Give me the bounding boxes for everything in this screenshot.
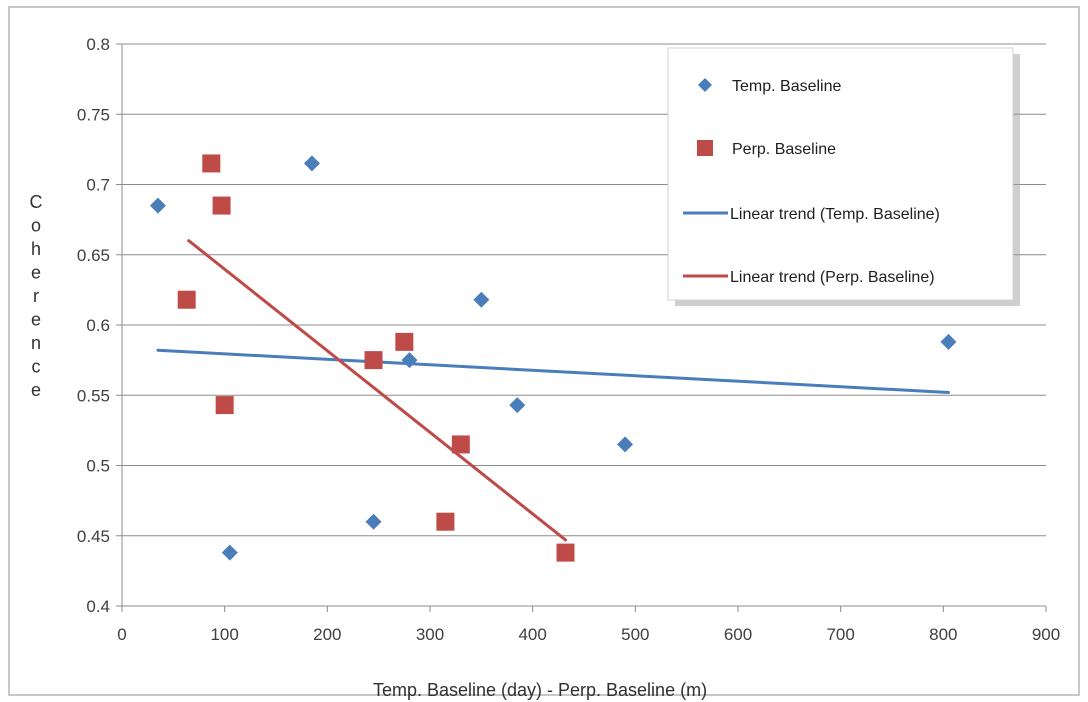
perp-baseline-point	[177, 290, 196, 309]
legend: Temp. Baseline Perp. Baseline Linear trend…	[667, 47, 1020, 306]
x-tick-label: 400	[518, 625, 546, 644]
x-tick-label: 200	[313, 625, 341, 644]
legend-marker-square	[697, 140, 713, 156]
perp-baseline-point	[212, 196, 231, 215]
perp-baseline-point	[364, 351, 383, 370]
data-points	[149, 154, 957, 562]
trend-line	[156, 348, 950, 394]
x-tick-label: 900	[1032, 625, 1060, 644]
perp-baseline-point	[436, 512, 455, 531]
perp-baseline-point	[215, 396, 234, 415]
temp-baseline-point	[617, 436, 634, 453]
trend-line	[187, 239, 568, 542]
y-axis-title-letter: h	[31, 239, 41, 259]
legend-label: Temp. Baseline	[732, 78, 841, 95]
perp-baseline-point	[556, 543, 575, 562]
legend-box	[667, 47, 1014, 301]
temp-baseline-point	[473, 291, 490, 308]
legend-label: Perp. Baseline	[732, 141, 836, 158]
y-axis-title-letter: e	[31, 380, 41, 400]
legend-label: Linear trend (Perp. Baseline)	[730, 269, 935, 286]
temp-baseline-point	[940, 333, 957, 350]
x-tick-label: 300	[416, 625, 444, 644]
y-axis-title-letter: n	[31, 333, 41, 353]
y-tick-label: 0.8	[86, 35, 110, 54]
y-axis-title-letter: r	[33, 286, 39, 306]
trend-lines	[156, 239, 950, 542]
legend-items: Temp. Baseline Perp. Baseline Linear trend…	[683, 78, 940, 286]
y-tick-label: 0.7	[86, 176, 110, 195]
x-tick-label: 0	[117, 625, 126, 644]
legend-label: Linear trend (Temp. Baseline)	[730, 206, 940, 223]
temp-baseline-point	[149, 197, 166, 214]
axes	[116, 43, 1047, 612]
y-axis-title-letter: o	[31, 216, 41, 236]
x-tick-label: 700	[826, 625, 854, 644]
x-tick-label: 500	[621, 625, 649, 644]
x-tick-label: 600	[724, 625, 752, 644]
temp-baseline-point	[303, 155, 320, 172]
temp-baseline-point	[221, 544, 238, 561]
temp-baseline-point	[401, 352, 418, 369]
y-tick-label: 0.6	[86, 316, 110, 335]
y-tick-label: 0.4	[86, 597, 110, 616]
y-tick-label: 0.65	[77, 246, 110, 265]
y-axis-title-letter: e	[31, 263, 41, 283]
y-tick-label: 0.5	[86, 457, 110, 476]
y-tick-label: 0.55	[77, 386, 110, 405]
perp-baseline-point	[451, 435, 470, 454]
temp-baseline-point	[365, 513, 382, 530]
y-axis-title-letter: e	[31, 310, 41, 330]
temp-baseline-point	[509, 397, 526, 414]
y-tick-label: 0.45	[77, 527, 110, 546]
y-tick-label: 0.75	[77, 105, 110, 124]
x-tick-label: 100	[210, 625, 238, 644]
perp-baseline-point	[202, 154, 221, 173]
y-tick-labels: 0.4 0.45 0.5 0.55 0.6 0.65 0.7 0.75 0.8	[77, 35, 110, 616]
y-axis-title-letter: C	[30, 192, 43, 212]
perp-baseline-point	[395, 332, 414, 351]
x-tick-label: 800	[929, 625, 957, 644]
legend-marker-diamond	[698, 78, 712, 92]
y-axis-title-letter: c	[32, 357, 41, 377]
x-tick-labels: 0 100 200 300 400 500 600 700 800 900	[117, 625, 1060, 644]
x-axis-title: Temp. Baseline (day) - Perp. Baseline (m…	[373, 680, 707, 700]
